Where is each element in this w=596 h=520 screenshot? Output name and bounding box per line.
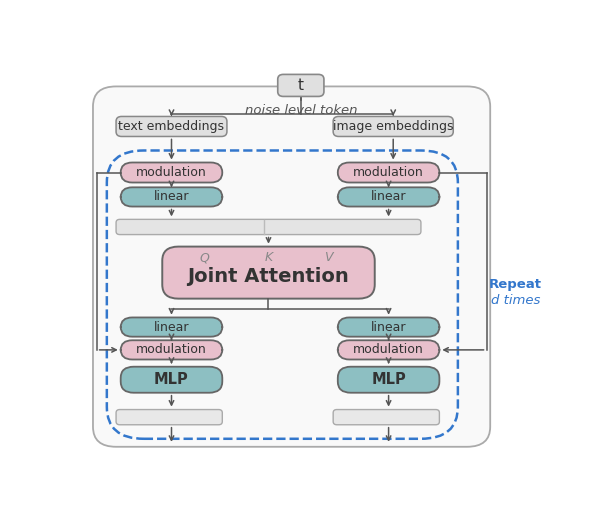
Text: d times: d times <box>491 294 541 307</box>
FancyBboxPatch shape <box>333 116 454 136</box>
Text: Repeat: Repeat <box>489 278 542 291</box>
FancyBboxPatch shape <box>338 187 439 206</box>
Text: linear: linear <box>371 320 406 333</box>
FancyBboxPatch shape <box>120 162 222 183</box>
FancyBboxPatch shape <box>120 340 222 359</box>
FancyBboxPatch shape <box>93 86 490 447</box>
Text: image embeddings: image embeddings <box>333 120 454 133</box>
Text: linear: linear <box>154 320 190 333</box>
FancyBboxPatch shape <box>278 74 324 96</box>
Text: V: V <box>324 251 332 264</box>
Text: MLP: MLP <box>154 372 189 387</box>
Text: linear: linear <box>154 190 190 203</box>
FancyBboxPatch shape <box>333 410 439 425</box>
Text: t: t <box>298 78 304 93</box>
Text: K: K <box>265 251 272 264</box>
FancyBboxPatch shape <box>338 367 439 393</box>
Text: Q: Q <box>200 251 210 264</box>
Text: Joint Attention: Joint Attention <box>188 267 349 286</box>
Text: modulation: modulation <box>353 343 424 356</box>
Text: text embeddings: text embeddings <box>119 120 225 133</box>
Text: modulation: modulation <box>136 343 207 356</box>
FancyBboxPatch shape <box>116 410 222 425</box>
FancyBboxPatch shape <box>116 219 421 235</box>
FancyBboxPatch shape <box>120 187 222 206</box>
FancyBboxPatch shape <box>120 367 222 393</box>
Text: noise level token: noise level token <box>244 104 357 117</box>
FancyBboxPatch shape <box>338 317 439 336</box>
Text: modulation: modulation <box>353 166 424 179</box>
Text: linear: linear <box>371 190 406 203</box>
FancyBboxPatch shape <box>116 116 227 136</box>
Text: modulation: modulation <box>136 166 207 179</box>
FancyBboxPatch shape <box>338 162 439 183</box>
FancyBboxPatch shape <box>338 340 439 359</box>
Text: MLP: MLP <box>371 372 406 387</box>
FancyBboxPatch shape <box>120 317 222 336</box>
FancyBboxPatch shape <box>162 246 375 298</box>
